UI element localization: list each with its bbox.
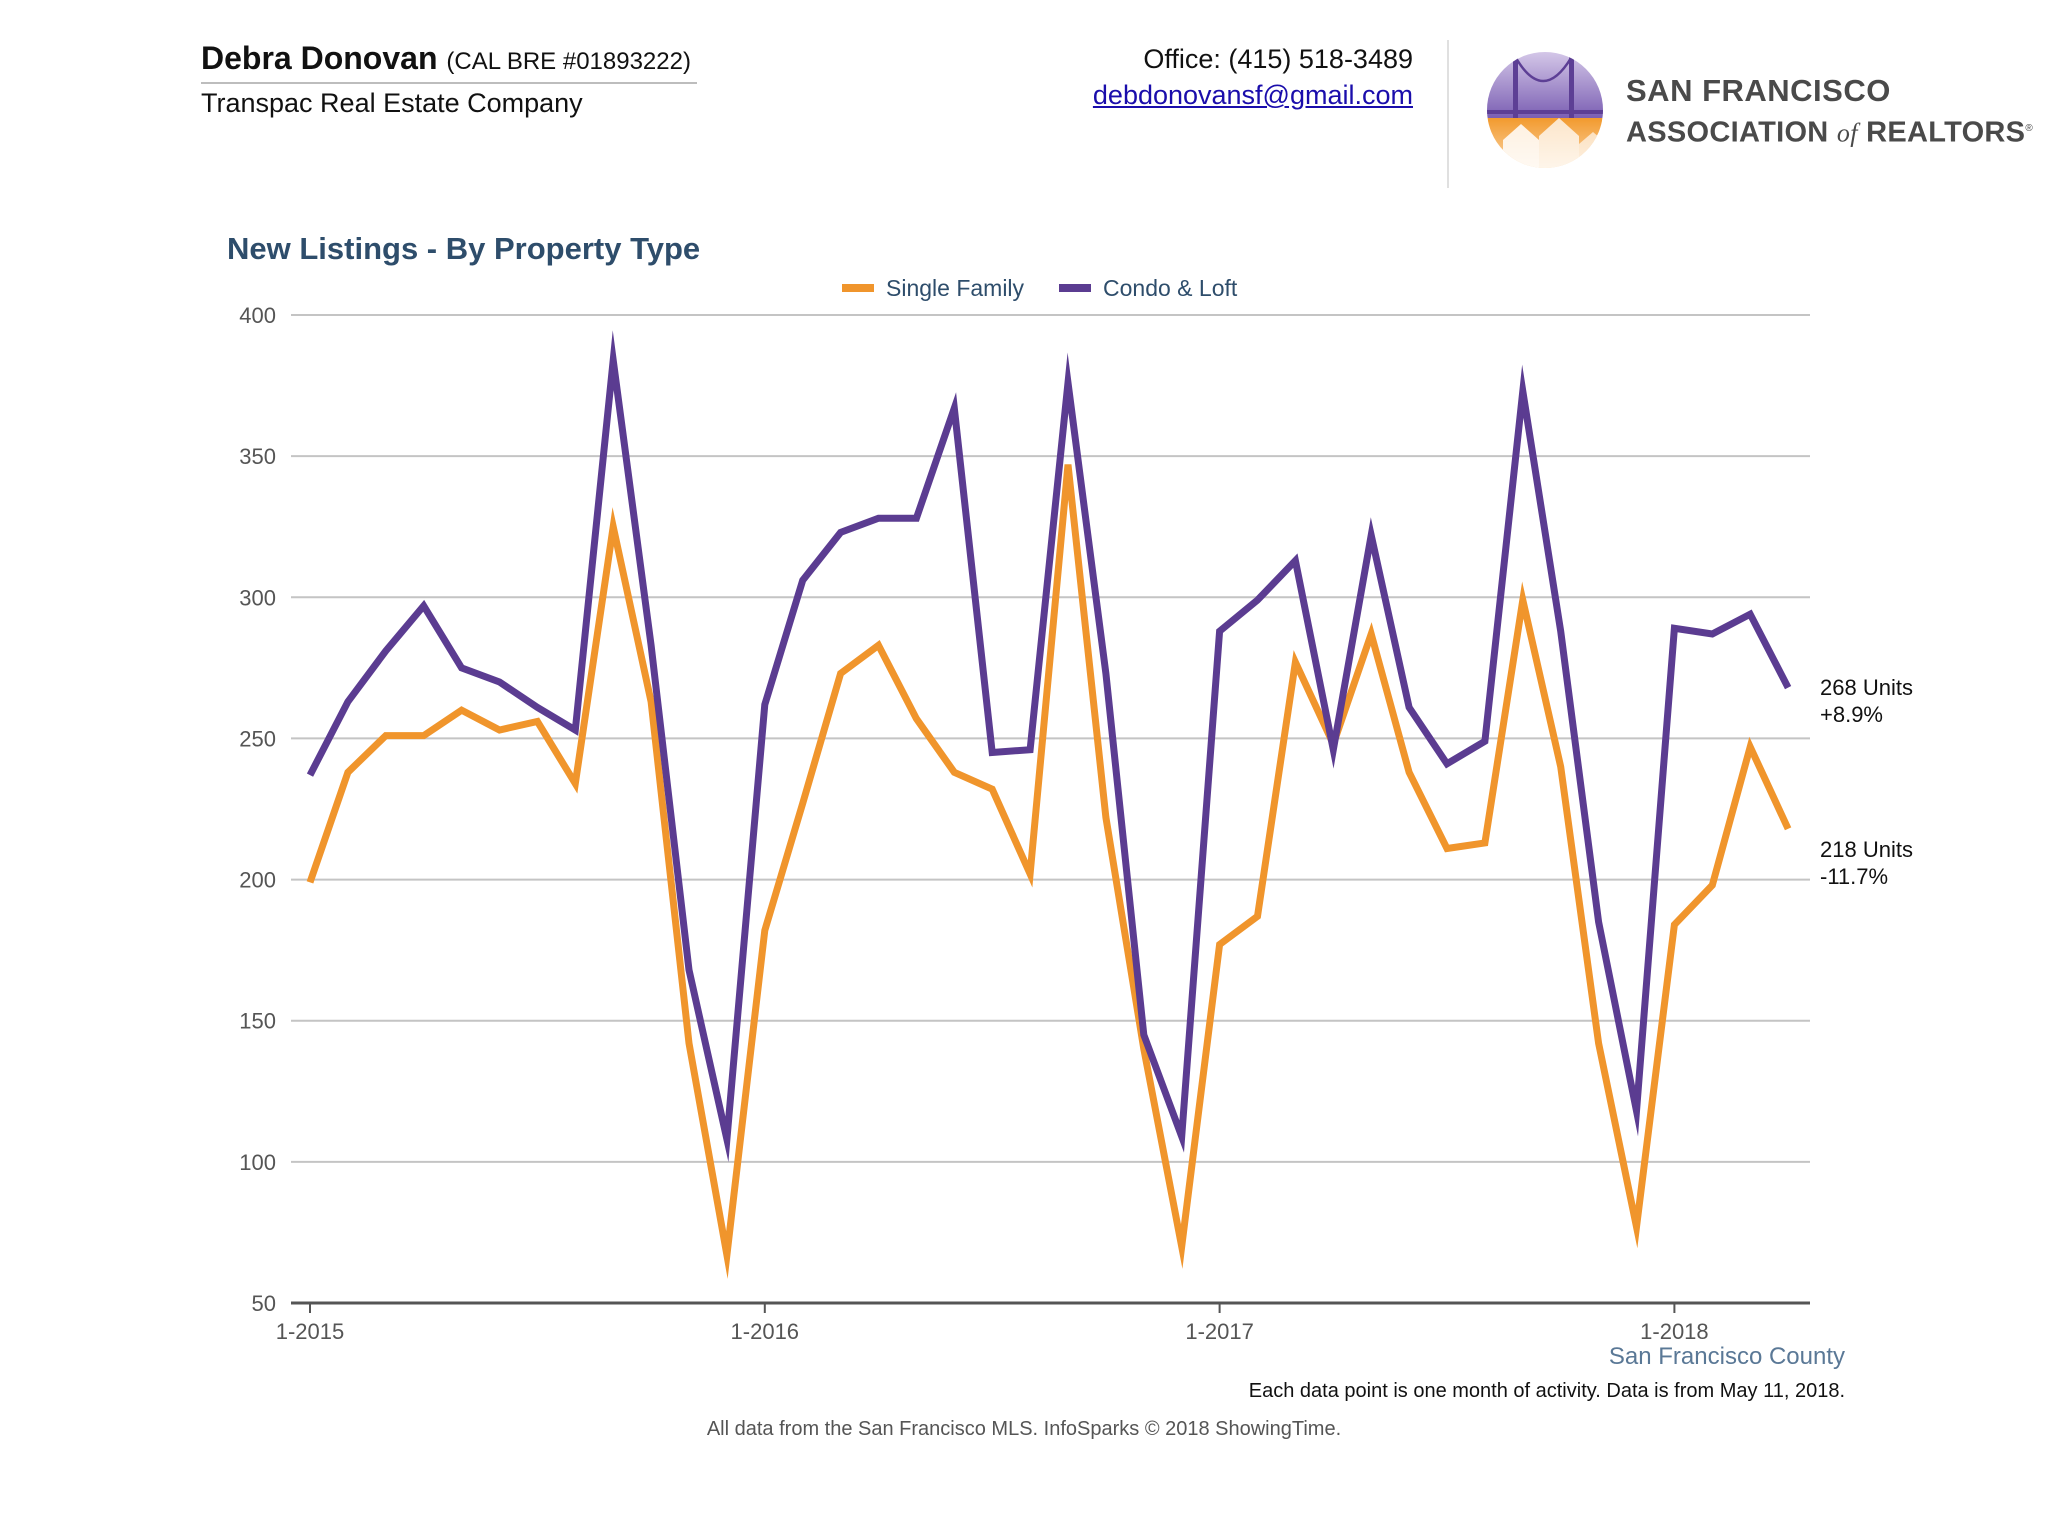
series-lines <box>306 330 1792 1279</box>
county-label: San Francisco County <box>1608 1343 1845 1370</box>
legend: Single Family Condo & Loft <box>842 275 1238 301</box>
series-line-single-family <box>306 464 1792 1279</box>
email-link[interactable]: debdonovansf@gmail.com <box>1092 80 1413 110</box>
y-axis: 50 100 150 200 250 300 350 400 <box>239 303 276 1316</box>
end-label-change: -11.7% <box>1820 864 1888 889</box>
x-tick-label: 1-2015 <box>276 1319 345 1344</box>
header-divider <box>1447 40 1449 188</box>
series-line-condo-loft <box>306 330 1792 1163</box>
chart-title: New Listings - By Property Type <box>227 231 700 266</box>
logo-line2: ASSOCIATION of REALTORS® <box>1626 116 2033 149</box>
y-tick-label: 150 <box>239 1009 276 1034</box>
end-label-value: 268 Units <box>1820 675 1913 700</box>
golden-gate-bridge-houses-icon <box>1487 52 1603 168</box>
agent-name-line: Debra Donovan (CAL BRE #01893222) <box>201 40 691 77</box>
logo-line1: SAN FRANCISCO <box>1626 73 1891 108</box>
x-tick-label: 1-2018 <box>1640 1319 1709 1344</box>
y-tick-label: 200 <box>239 868 276 893</box>
agent-company: Transpac Real Estate Company <box>201 88 583 118</box>
end-labels: 218 Units-11.7% 268 Units+8.9% <box>1820 675 1913 889</box>
agent-name: Debra Donovan <box>201 40 438 76</box>
y-tick-label: 100 <box>239 1150 276 1175</box>
y-tick-label: 250 <box>239 726 276 751</box>
data-source: All data from the San Francisco MLS. Inf… <box>706 1418 1342 1440</box>
data-note: Each data point is one month of activity… <box>1248 1380 1845 1402</box>
end-label-change: +8.9% <box>1820 702 1883 727</box>
legend-label: Condo & Loft <box>1103 275 1238 301</box>
y-tick-label: 400 <box>239 303 276 328</box>
office-phone: Office: (415) 518-3489 <box>1143 44 1413 74</box>
sfar-logo: SAN FRANCISCO ASSOCIATION of REALTORS® <box>1483 48 2043 178</box>
y-tick-label: 300 <box>239 585 276 610</box>
grid-lines <box>291 314 1810 1163</box>
y-tick-label: 350 <box>239 444 276 469</box>
x-tick-label: 1-2017 <box>1185 1319 1254 1344</box>
x-axis: 1-2015 1-2016 1-2017 1-2018 <box>276 1301 1810 1344</box>
end-label-value: 218 Units <box>1820 837 1913 862</box>
x-tick-label: 1-2016 <box>731 1319 800 1344</box>
y-tick-label: 50 <box>252 1291 276 1316</box>
agent-license: (CAL BRE #01893222) <box>446 48 691 75</box>
agent-underline <box>201 82 697 84</box>
sfar-logo-text: SAN FRANCISCO ASSOCIATION of REALTORS® <box>1626 72 2033 153</box>
legend-label: Single Family <box>886 275 1025 301</box>
